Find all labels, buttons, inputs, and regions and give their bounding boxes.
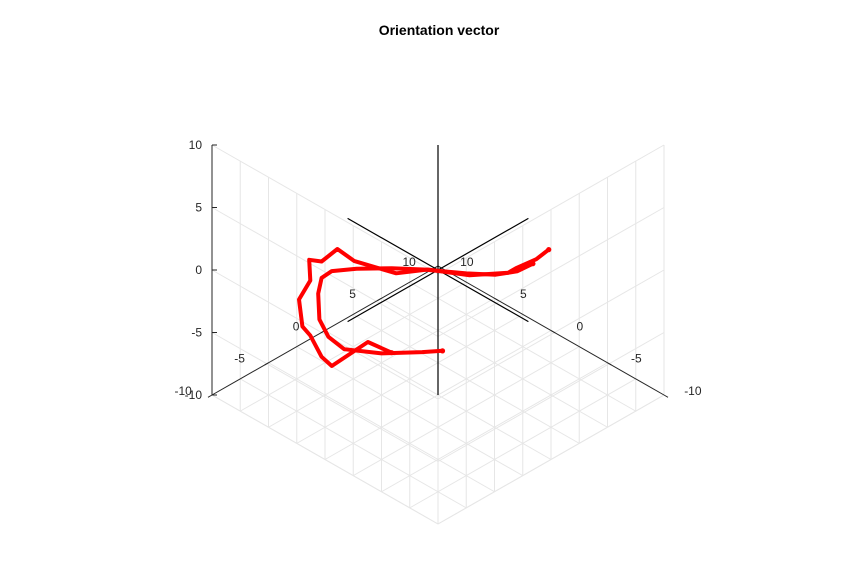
grid-line: [437, 207, 665, 337]
z-tick-label: 5: [195, 201, 202, 215]
grid-line: [240, 378, 467, 509]
grid-line: [437, 332, 665, 462]
y-tick-label: 5: [349, 287, 356, 301]
grid-line: [437, 269, 665, 400]
x-tick-label: -10: [684, 384, 702, 398]
chart-title: Orientation vector: [379, 22, 500, 38]
y-tick-label: -5: [234, 352, 245, 366]
series-2-start-point: [530, 261, 536, 267]
grid-line: [211, 394, 439, 525]
grid-line: [211, 332, 439, 462]
grid-line: [409, 281, 636, 412]
z-tick-label: 10: [189, 138, 203, 152]
y-tick-mark: [377, 297, 382, 301]
x-tick-mark: [607, 362, 612, 366]
grid-line: [211, 144, 439, 275]
x-tick-label: 5: [520, 287, 527, 301]
grid-line: [268, 362, 495, 493]
series-1-start-point: [546, 247, 552, 253]
grid-line: [211, 207, 439, 337]
x-tick-mark: [550, 330, 556, 334]
series-layer: [297, 247, 552, 368]
z-tick-label: -5: [191, 326, 202, 340]
grid-layer: [211, 144, 665, 525]
y-tick-mark: [207, 394, 213, 398]
x-tick-label: 0: [577, 319, 584, 333]
z-tick-label: 0: [195, 263, 202, 277]
series-2-line: [316, 261, 535, 356]
grid-line: [353, 313, 580, 444]
grid-line: [437, 394, 665, 525]
y-tick-mark: [264, 362, 269, 366]
x-tick-mark: [494, 297, 499, 301]
x-tick-label: 10: [460, 255, 474, 269]
y-tick-label: -10: [174, 384, 192, 398]
y-tick-label: 0: [293, 319, 300, 333]
grid-line: [437, 144, 665, 275]
grid-line: [381, 297, 608, 428]
series-2-end-point: [439, 348, 446, 354]
grid-line: [296, 346, 523, 477]
tick-labels: -10 -5 0 5 10 -10 -5 0 5 10 -10 -5 0 5 10: [174, 138, 701, 402]
x-tick-label: -5: [631, 352, 642, 366]
y-tick-label: 10: [402, 255, 416, 269]
x-tick-mark: [663, 394, 669, 398]
z-tick-label: -10: [185, 388, 203, 402]
